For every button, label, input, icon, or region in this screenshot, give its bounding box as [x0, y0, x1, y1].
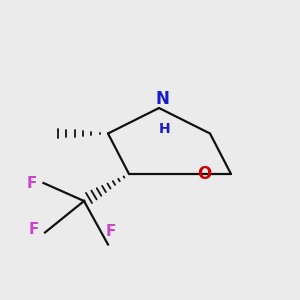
Text: F: F: [27, 176, 38, 190]
Text: O: O: [197, 165, 211, 183]
Text: H: H: [159, 122, 171, 136]
Text: F: F: [106, 224, 116, 238]
Text: N: N: [155, 90, 169, 108]
Text: F: F: [28, 222, 39, 237]
